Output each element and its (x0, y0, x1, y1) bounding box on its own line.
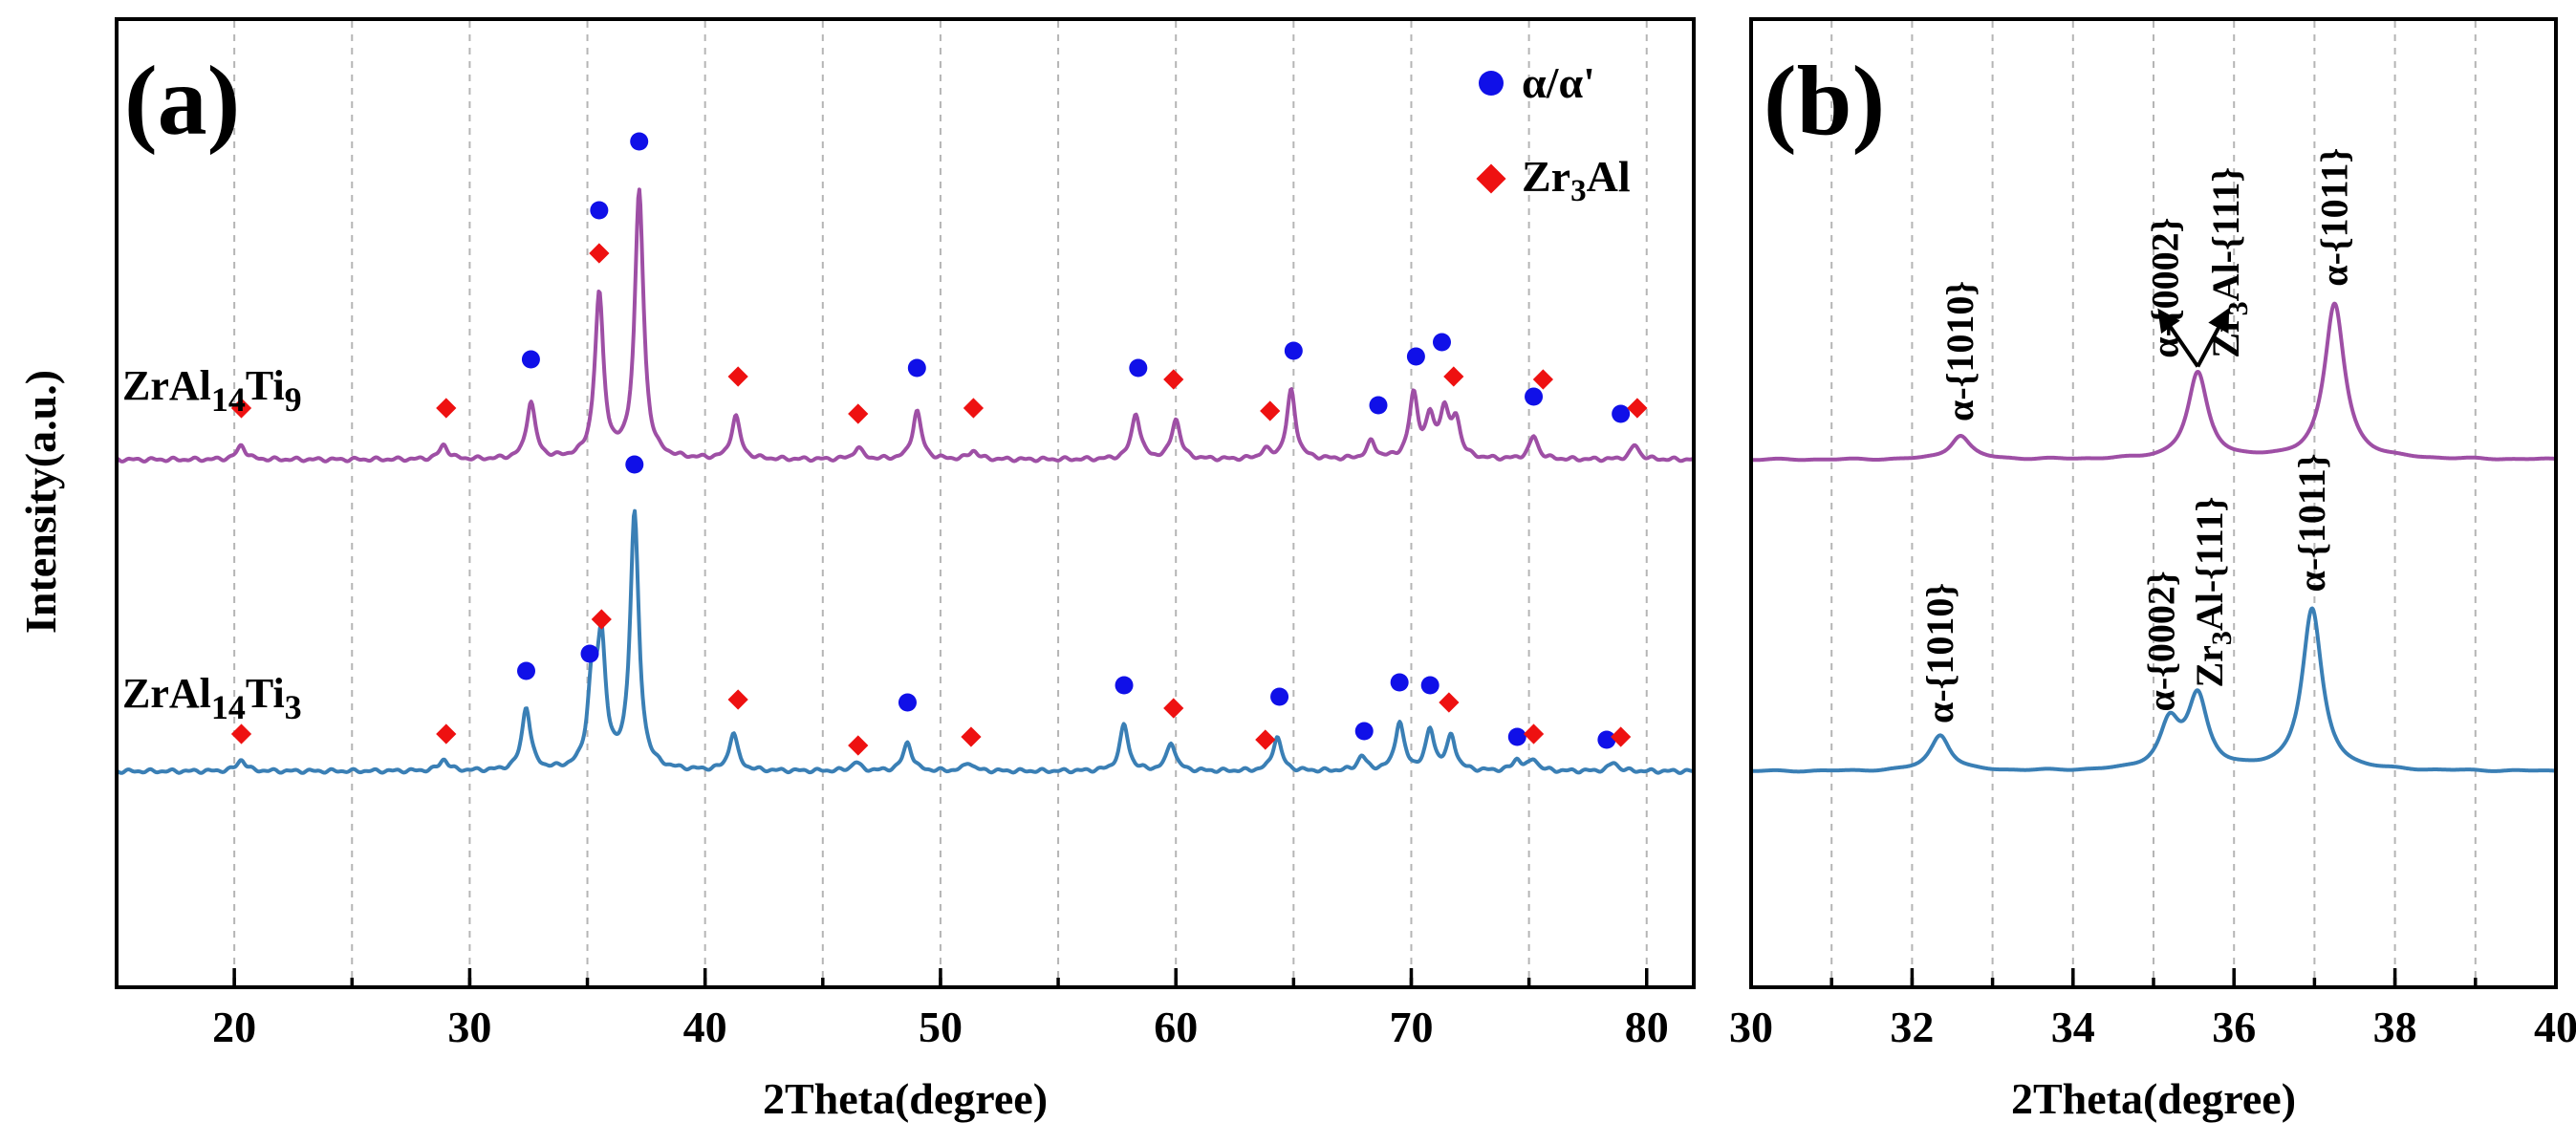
zr3al-marker (230, 723, 252, 745)
x-tick-label: 38 (2373, 1003, 2417, 1051)
panel-b-x-axis-title: 2Theta(degree) (2011, 1074, 2296, 1123)
zr3al-marker (848, 403, 869, 424)
alpha-marker (907, 358, 926, 378)
legend-alpha-label: α/α' (1522, 58, 1595, 107)
series-label-zral14ti3: ZrAl14Ti3 (122, 670, 302, 726)
alpha-marker (1390, 673, 1409, 692)
series-line-zral14ti9 (116, 187, 1695, 464)
peak-label-zr3al-111: Zr3Al-{111} (2204, 167, 2254, 358)
x-tick-label: 32 (1890, 1003, 1934, 1051)
alpha-marker (590, 201, 609, 220)
alpha-marker (580, 644, 599, 663)
alpha-marker (1432, 333, 1451, 352)
peak-label-0002: α-{0002} (2144, 218, 2187, 358)
alpha-marker (1406, 347, 1425, 366)
legend: α/α' Zr3Al (1476, 58, 1631, 208)
panel-b-annotations: α-{1010} α-{0002} Zr3Al-{111} α-{1011}α-{10… (1918, 148, 2356, 723)
x-tick-label: 80 (1625, 1003, 1669, 1051)
panel-b-grid (1830, 21, 2477, 985)
peak-label-zr3al-111: Zr3Al-{111} (2188, 497, 2238, 688)
x-tick-label: 40 (683, 1003, 727, 1051)
x-tick-label: 70 (1389, 1003, 1433, 1051)
alpha-marker (1420, 676, 1440, 695)
x-tick-label: 60 (1154, 1003, 1198, 1051)
peak-label-1011: α-{1011} (2290, 454, 2333, 593)
annotation-arrow (2157, 308, 2199, 368)
x-tick-label: 50 (919, 1003, 963, 1051)
panel-a-grid (233, 21, 1648, 985)
zr3al-marker (589, 243, 610, 264)
alpha-marker (1597, 730, 1616, 749)
panel-a-frame (115, 17, 1696, 989)
series-line-zral14ti3 (1749, 606, 2558, 774)
zr3al-marker (591, 609, 612, 630)
alpha-marker (1284, 341, 1303, 360)
alpha-marker (1525, 387, 1544, 406)
peak-label-0002: α-{0002} (2139, 571, 2182, 711)
alpha-marker (1354, 722, 1374, 741)
x-tick-label: 40 (2534, 1003, 2576, 1051)
y-axis-title: Intensity(a.u.) (16, 370, 65, 634)
peak-label-1010: α-{1010} (1918, 583, 1961, 723)
zr3al-marker (436, 723, 457, 745)
panel-b-curves (1749, 301, 2558, 774)
alpha-marker (1115, 676, 1134, 695)
x-tick-label: 20 (212, 1003, 256, 1051)
zr3al-marker (1439, 692, 1460, 713)
zr3al-marker (1523, 723, 1545, 745)
legend-alpha-marker (1479, 71, 1504, 96)
panel-b-label: (b) (1764, 46, 1885, 156)
alpha-marker (630, 132, 649, 151)
panel-b-x-axis: 30 32 34 36 38 40 (1729, 968, 2576, 1051)
x-tick-label: 36 (2212, 1003, 2256, 1051)
zr3al-marker (963, 398, 985, 419)
series-line-zral14ti3 (116, 508, 1695, 775)
alpha-marker (517, 661, 536, 680)
panel-a-x-axis: 20 30 40 50 60 70 80 (115, 968, 1669, 1051)
panel-a-curves (116, 187, 1695, 775)
x-tick-label: 30 (447, 1003, 491, 1051)
zr3al-marker (1611, 726, 1632, 747)
annotation-arrow (2196, 308, 2230, 368)
zr3al-marker (727, 366, 748, 387)
alpha-marker (1129, 358, 1148, 378)
zr3al-marker (1163, 698, 1184, 719)
alpha-marker (1612, 404, 1631, 423)
zr3al-marker (1255, 729, 1276, 750)
zr3al-marker (848, 735, 869, 756)
series-line-zral14ti9 (1749, 301, 2558, 463)
alpha-marker (1270, 687, 1289, 706)
series-label-zral14ti9: ZrAl14Ti9 (122, 362, 302, 419)
panel-a-x-axis-title: 2Theta(degree) (763, 1074, 1048, 1123)
x-tick-label: 34 (2051, 1003, 2095, 1051)
panel-a-label: (a) (124, 46, 240, 156)
zr3al-marker (727, 689, 748, 710)
alpha-marker (898, 693, 917, 712)
legend-zr3al-label: Zr3Al (1522, 152, 1631, 208)
alpha-marker (1507, 727, 1526, 746)
peak-label-1011: α-{1011} (2312, 148, 2355, 287)
alpha-marker (521, 350, 540, 369)
x-tick-label: 30 (1729, 1003, 1773, 1051)
zr3al-marker (961, 726, 982, 747)
alpha-marker (625, 455, 644, 474)
alpha-marker (1369, 396, 1388, 415)
peak-label-1010: α-{1010} (1938, 281, 1981, 421)
